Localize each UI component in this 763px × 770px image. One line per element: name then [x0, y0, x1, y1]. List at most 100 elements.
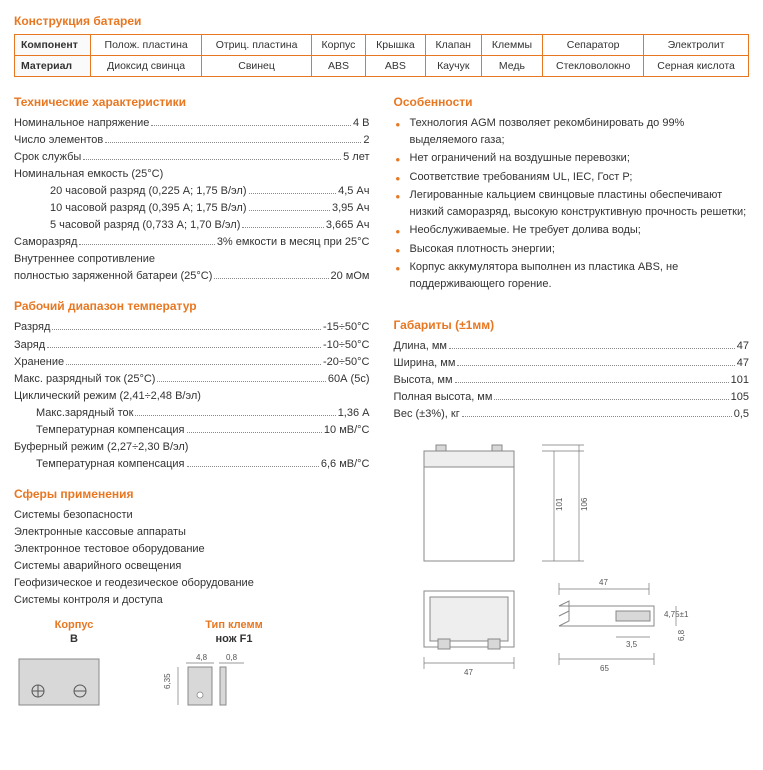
- spec-value: 47: [737, 338, 749, 355]
- spec-label: Ширина, мм: [394, 355, 456, 372]
- spec-row: Длина, мм 47: [394, 338, 750, 355]
- spec-value: 6,6 мВ/°С: [321, 456, 370, 473]
- feature-item: Легированные кальцием свинцовые пластины…: [408, 187, 750, 220]
- spec-label: Макс.зарядный ток: [36, 405, 133, 422]
- spec-row: Температурная компенсация 10 мВ/°С: [14, 422, 370, 439]
- svg-text:6,8: 6,8: [677, 630, 686, 642]
- spec-row: Макс.зарядный ток 1,36 А: [14, 405, 370, 422]
- feature-item: Технология AGM позволяет рекомбинировать…: [408, 115, 750, 148]
- spec-row: Макс. разрядный ток (25°С) 60А (5с): [14, 371, 370, 388]
- spec-value: 1,36 А: [338, 405, 370, 422]
- spec-label: Высота, мм: [394, 372, 453, 389]
- right-column: Особенности Технология AGM позволяет рек…: [394, 91, 750, 724]
- spec-row: 5 часовой разряд (0,733 А; 1,70 В/эл) 3,6…: [14, 217, 370, 234]
- spec-row: Номинальное напряжение 4 В: [14, 115, 370, 132]
- spec-row: Полная высота, мм 105: [394, 389, 750, 406]
- spec-value: -20÷50°С: [323, 354, 370, 371]
- dims-heading: Габариты (±1мм): [394, 318, 750, 332]
- row-label: Материал: [15, 56, 91, 77]
- term-sub: нож F1: [164, 633, 304, 645]
- svg-text:101: 101: [555, 497, 564, 511]
- spec-value: -15÷50°С: [323, 319, 370, 336]
- case-sub: B: [14, 633, 134, 645]
- spec-label: Температурная компенсация: [36, 456, 185, 473]
- spec-label: Хранение: [14, 354, 64, 371]
- spec-label: Номинальное напряжение: [14, 115, 149, 132]
- cap-label: Номинальная емкость (25°С): [14, 166, 370, 183]
- svg-text:4,8: 4,8: [196, 653, 208, 662]
- spec-label: Саморазряд: [14, 234, 77, 251]
- table-row: Материал Диоксид свинца Свинец ABS ABS К…: [15, 56, 749, 77]
- battery-drawings: 101 106 47 47: [394, 441, 750, 694]
- spec-value: 105: [731, 389, 749, 406]
- spec-value: 101: [731, 372, 749, 389]
- spec-row: Вес (±3%), кг0,5: [394, 406, 750, 423]
- spec-label: Макс. разрядный ток (25°С): [14, 371, 155, 388]
- spec-value: 10 мВ/°С: [324, 422, 370, 439]
- spec-label: 10 часовой разряд (0,395 А; 1,75 В/эл): [50, 200, 247, 217]
- svg-text:6,35: 6,35: [164, 673, 172, 689]
- case-diagram: [14, 651, 134, 714]
- svg-text:3,5: 3,5: [626, 640, 638, 649]
- buf-label: Буферный режим (2,27÷2,30 В/эл): [14, 439, 370, 456]
- spec-label: Температурная компенсация: [36, 422, 185, 439]
- spec-row: Высота, мм 101: [394, 372, 750, 389]
- spec-row: Хранение -20÷50°С: [14, 354, 370, 371]
- spec-label: Заряд: [14, 337, 45, 354]
- svg-text:0,8: 0,8: [226, 653, 238, 662]
- spec-label: Полная высота, мм: [394, 389, 493, 406]
- spec-value: 3,95 Ач: [332, 200, 370, 217]
- spec-label: Число элементов: [14, 132, 103, 149]
- spec-row: Срок службы5 лет: [14, 149, 370, 166]
- svg-text:4,75±1: 4,75±1: [664, 610, 689, 619]
- spec-label: Длина, мм: [394, 338, 447, 355]
- app-item: Системы безопасности: [14, 507, 370, 524]
- app-item: Геофизическое и геодезическое оборудован…: [14, 575, 370, 592]
- spec-value: 3,665 Ач: [326, 217, 370, 234]
- ir-label: Внутреннее сопротивление: [14, 251, 370, 268]
- svg-text:47: 47: [599, 578, 608, 587]
- case-heading: Корпус: [14, 619, 134, 631]
- spec-value: 2: [363, 132, 369, 149]
- spec-row: 20 часовой разряд (0,225 А; 1,75 В/эл)4,…: [14, 183, 370, 200]
- spec-value: -10÷50°С: [323, 337, 370, 354]
- feature-item: Нет ограничений на воздушные перевозки;: [408, 150, 750, 167]
- construction-table: Компонент Полож. пластина Отриц. пластин…: [14, 34, 749, 77]
- spec-row: Ширина, мм 47: [394, 355, 750, 372]
- spec-label: Разряд: [14, 319, 50, 336]
- feat-heading: Особенности: [394, 95, 750, 109]
- svg-text:106: 106: [580, 497, 589, 511]
- spec-value: 4 В: [353, 115, 370, 132]
- spec-label: полностью заряженной батареи (25°С): [14, 268, 212, 285]
- cyc-label: Циклический режим (2,41÷2,48 В/эл): [14, 388, 370, 405]
- spec-row: Саморазряд3% емкости в месяц при 25°С: [14, 234, 370, 251]
- tech-heading: Технические характеристики: [14, 95, 370, 109]
- app-item: Электронные кассовые аппараты: [14, 524, 370, 541]
- spec-row: Число элементов 2: [14, 132, 370, 149]
- spec-row: Температурная компенсация 6,6 мВ/°С: [14, 456, 370, 473]
- feature-item: Высокая плотность энергии;: [408, 241, 750, 258]
- spec-value: 60А (5с): [328, 371, 370, 388]
- app-item: Электронное тестовое оборудование: [14, 541, 370, 558]
- spec-value: 20 мОм: [331, 268, 370, 285]
- spec-row: полностью заряженной батареи (25°С) 20 мО…: [14, 268, 370, 285]
- spec-row: Разряд -15÷50°С: [14, 319, 370, 336]
- spec-value: 5 лет: [343, 149, 369, 166]
- spec-label: 5 часовой разряд (0,733 А; 1,70 В/эл): [50, 217, 240, 234]
- row-label: Компонент: [15, 35, 91, 56]
- spec-value: 0,5: [734, 406, 749, 423]
- term-diagram: 4,8 0,8 6,35: [164, 651, 304, 724]
- spec-row: 10 часовой разряд (0,395 А; 1,75 В/эл) 3,…: [14, 200, 370, 217]
- svg-text:47: 47: [464, 668, 473, 677]
- svg-text:65: 65: [600, 664, 609, 673]
- feature-item: Соответствие требованиям UL, IEC, Гост Р…: [408, 169, 750, 186]
- spec-row: Заряд -10÷50°С: [14, 337, 370, 354]
- app-item: Системы контроля и доступа: [14, 592, 370, 609]
- spec-value: 47: [737, 355, 749, 372]
- features-list: Технология AGM позволяет рекомбинировать…: [394, 115, 750, 292]
- spec-label: 20 часовой разряд (0,225 А; 1,75 В/эл): [50, 183, 247, 200]
- term-heading: Тип клемм: [164, 619, 304, 631]
- temp-heading: Рабочий диапазон температур: [14, 299, 370, 313]
- feature-item: Необслуживаемые. Не требует долива воды;: [408, 222, 750, 239]
- left-column: Технические характеристики Номинальное н…: [14, 91, 370, 724]
